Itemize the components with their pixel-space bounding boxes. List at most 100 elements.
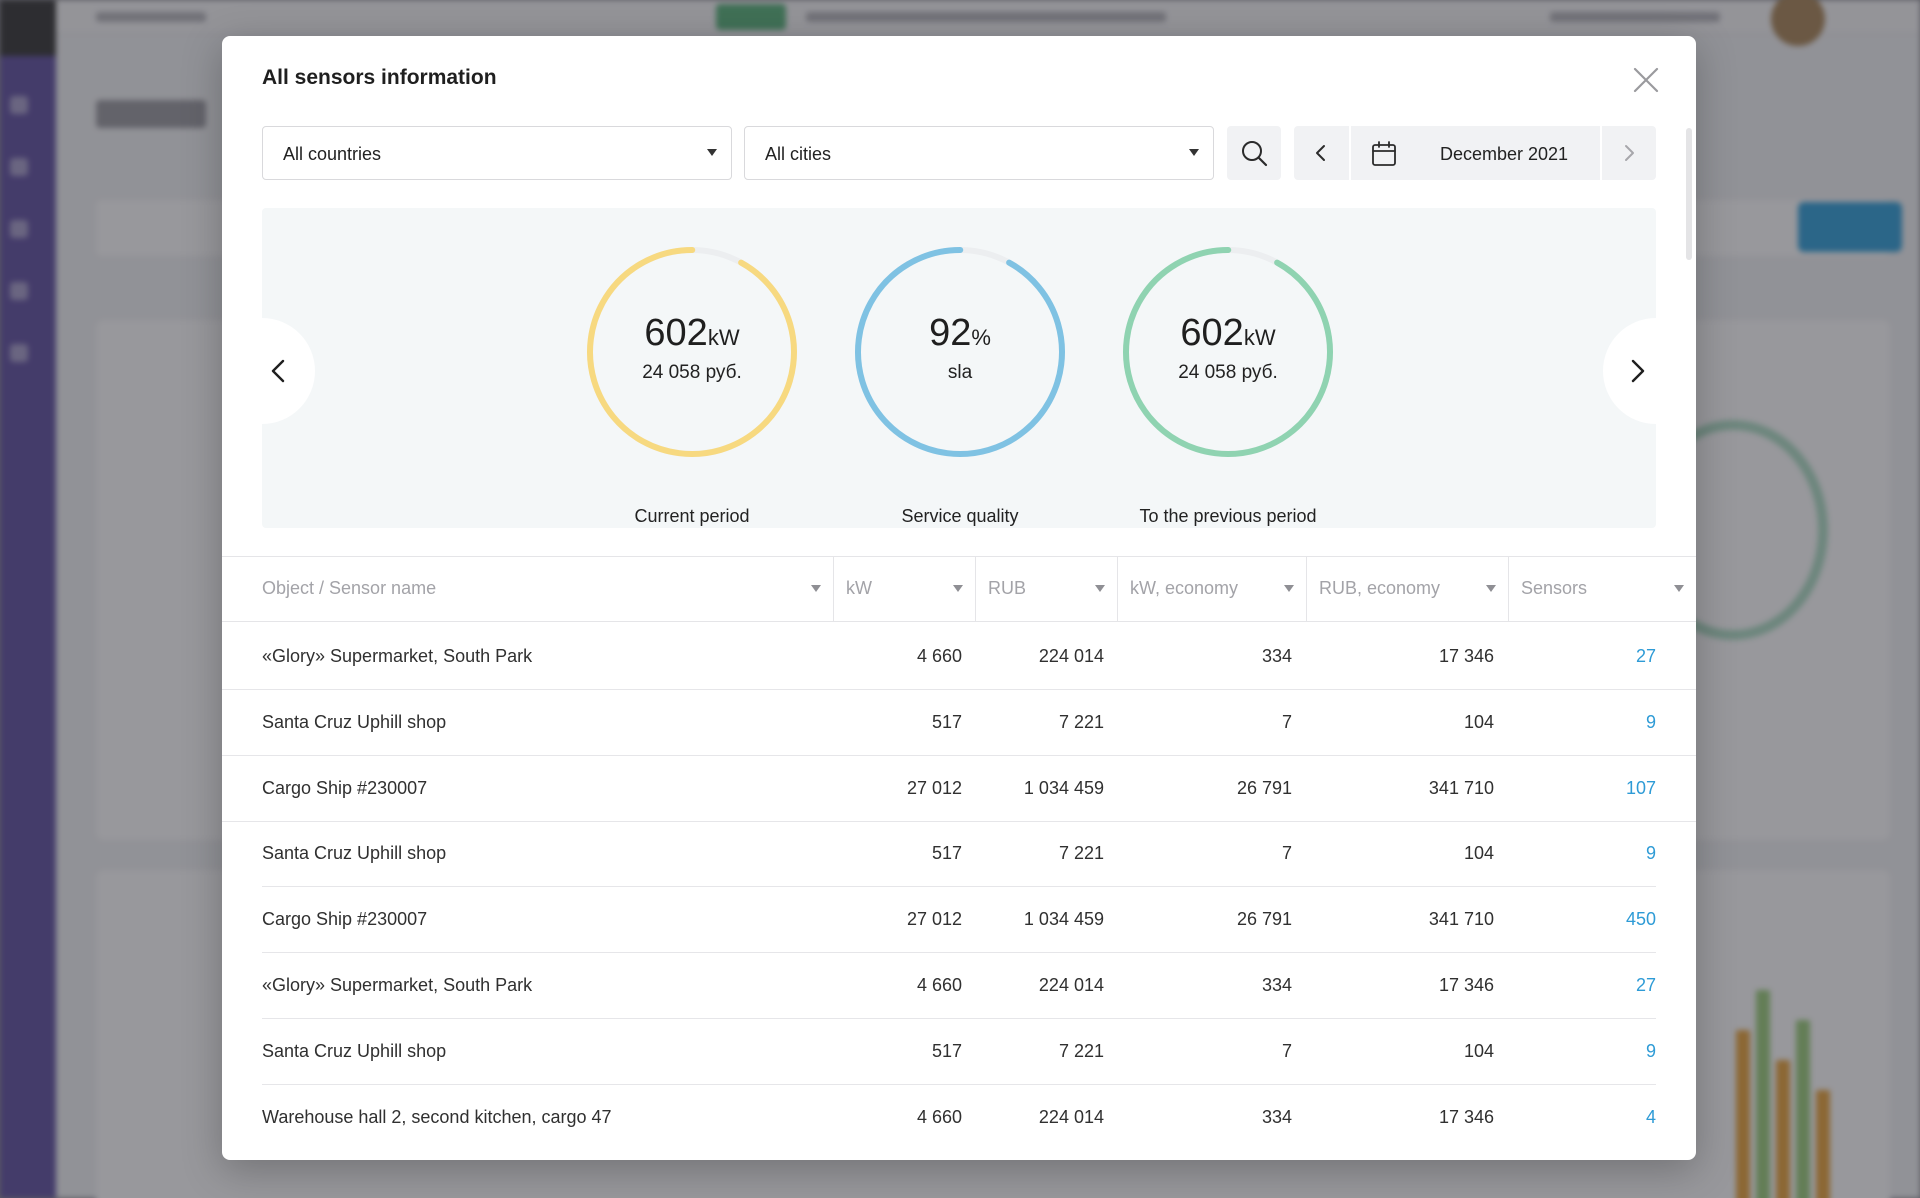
city-select-value: All cities [765, 144, 832, 164]
date-divider [1349, 126, 1351, 180]
stats-panel: 602kW 24 058 руб. Current period 92% sla… [262, 208, 1656, 528]
cell-kw: 4 660 [916, 1107, 962, 1127]
column-header-kw[interactable]: kW [833, 557, 975, 621]
cell-rub: 1 034 459 [1023, 909, 1104, 929]
cell-sensors[interactable]: 107 [1625, 778, 1656, 798]
table-row[interactable]: Santa Cruz Uphill shop 517 7 221 7 104 9 [262, 821, 1656, 887]
cell-rub-economy: 104 [1463, 712, 1494, 732]
cell-kw: 27 012 [906, 778, 962, 798]
table-row[interactable]: Santa Cruz Uphill shop 517 7 221 7 104 9 [262, 1019, 1656, 1085]
caret-down-icon [1095, 585, 1105, 592]
cell-name: Warehouse hall 2, second kitchen, cargo … [262, 1107, 612, 1127]
date-picker: December 2021 [1294, 126, 1656, 180]
cell-kw: 27 012 [906, 909, 962, 929]
cell-rub-economy: 341 710 [1428, 909, 1494, 929]
table-row[interactable]: Warehouse hall 2, second kitchen, cargo … [262, 1085, 1656, 1151]
cell-name: Cargo Ship #230007 [262, 778, 428, 798]
cell-kw-economy: 7 [1281, 1041, 1292, 1061]
country-select-value: All countries [283, 144, 382, 164]
table-row[interactable]: «Glory» Supermarket, South Park 4 660 224 … [262, 953, 1656, 1019]
cell-name: Cargo Ship #230007 [262, 909, 428, 929]
background-nav-icon [10, 282, 28, 300]
gauge-value: 602kW [1120, 312, 1336, 355]
stats-prev-button[interactable] [262, 318, 315, 424]
cell-kw-economy: 334 [1261, 646, 1292, 666]
table-row[interactable]: Cargo Ship #230007 27 012 1 034 459 26 791 3… [222, 756, 1696, 822]
gauge-subvalue: sla [947, 362, 973, 383]
cell-sensors[interactable]: 9 [1645, 1041, 1656, 1061]
background-title [96, 100, 206, 128]
gauge-value: 92% [852, 312, 1068, 355]
cell-rub: 1 034 459 [1023, 778, 1104, 798]
cell-sensors[interactable]: 450 [1625, 909, 1656, 929]
cell-kw-economy: 334 [1261, 1107, 1292, 1127]
background-col [1776, 1060, 1790, 1198]
stats-next-button[interactable] [1603, 318, 1656, 424]
cell-rub-economy: 341 710 [1428, 778, 1494, 798]
calendar-icon[interactable] [1370, 140, 1398, 168]
cell-sensors[interactable]: 27 [1635, 975, 1656, 995]
gauge-subvalue: 24 058 руб. [642, 362, 742, 383]
table-row[interactable]: «Glory» Supermarket, South Park 4 660 224 … [222, 624, 1696, 690]
background-avatar [1771, 0, 1825, 46]
gauge-number: 602 [644, 312, 708, 354]
column-header-rub[interactable]: RUB [975, 557, 1117, 621]
chevron-right-icon [1625, 145, 1634, 161]
date-next-button[interactable] [1602, 126, 1656, 180]
column-header-sensors[interactable]: Sensors [1508, 557, 1696, 621]
cell-kw: 4 660 [916, 975, 962, 995]
table-header: Object / Sensor name kW RUB kW, economy … [222, 556, 1696, 622]
gauge-unit: kW [707, 325, 740, 350]
column-header-label: kW, economy [1130, 578, 1239, 598]
background-nav-icon [10, 220, 28, 238]
gauge-value: 602kW [584, 312, 800, 355]
column-header-kw-economy[interactable]: kW, economy [1117, 557, 1306, 621]
country-select[interactable]: All countries [262, 126, 732, 180]
background-col [1816, 1090, 1830, 1198]
cell-sensors[interactable]: 9 [1645, 712, 1656, 732]
chevron-left-icon [1316, 145, 1325, 161]
cell-rub: 7 221 [1058, 712, 1104, 732]
background-col [1756, 990, 1770, 1198]
modal-scrollbar[interactable] [1686, 128, 1692, 260]
column-header-object[interactable]: Object / Sensor name [222, 557, 833, 621]
cell-sensors[interactable]: 9 [1645, 843, 1656, 863]
column-header-label: RUB, economy [1319, 578, 1441, 598]
date-prev-button[interactable] [1294, 126, 1348, 180]
cell-name: «Glory» Supermarket, South Park [262, 646, 533, 666]
cell-kw-economy: 26 791 [1236, 909, 1292, 929]
column-header-rub-economy[interactable]: RUB, economy [1306, 557, 1508, 621]
modal-title: All sensors information [262, 66, 497, 89]
gauge-ring [855, 247, 1065, 457]
background-button [1798, 202, 1902, 252]
table-row[interactable]: Cargo Ship #230007 27 012 1 034 459 26 791 3… [262, 887, 1656, 953]
sensors-modal: All sensors information All countries Al… [222, 36, 1696, 1160]
close-button[interactable] [1626, 60, 1666, 100]
gauge-label: To the previous period [1139, 506, 1317, 526]
column-header-label: Sensors [1521, 578, 1588, 598]
cell-rub: 7 221 [1058, 1041, 1104, 1061]
table-row[interactable]: Santa Cruz Uphill shop 517 7 221 7 104 9 [222, 690, 1696, 756]
background-sidebar [0, 0, 56, 1198]
gauge-unit: % [971, 325, 991, 350]
gauge-label: Current period [634, 506, 750, 526]
cell-sensors[interactable]: 4 [1645, 1107, 1656, 1127]
background-bar [806, 12, 1166, 22]
search-button[interactable] [1227, 126, 1281, 180]
gauge-number: 602 [1180, 312, 1244, 354]
cell-rub-economy: 17 346 [1438, 1107, 1494, 1127]
city-select[interactable]: All cities [744, 126, 1214, 180]
background-logo [0, 0, 56, 56]
caret-down-icon [1284, 585, 1294, 592]
cell-sensors[interactable]: 27 [1635, 646, 1656, 666]
date-divider [1600, 126, 1602, 180]
caret-down-icon [707, 149, 717, 156]
gauge-label: Service quality [901, 506, 1019, 526]
caret-down-icon [1486, 585, 1496, 592]
gauge-ring [587, 247, 797, 457]
background-nav-icon [10, 344, 28, 362]
background-pill [716, 4, 786, 30]
date-label[interactable]: December 2021 [1439, 144, 1569, 164]
cell-kw: 517 [931, 712, 962, 732]
gauge-number: 92 [929, 312, 972, 354]
